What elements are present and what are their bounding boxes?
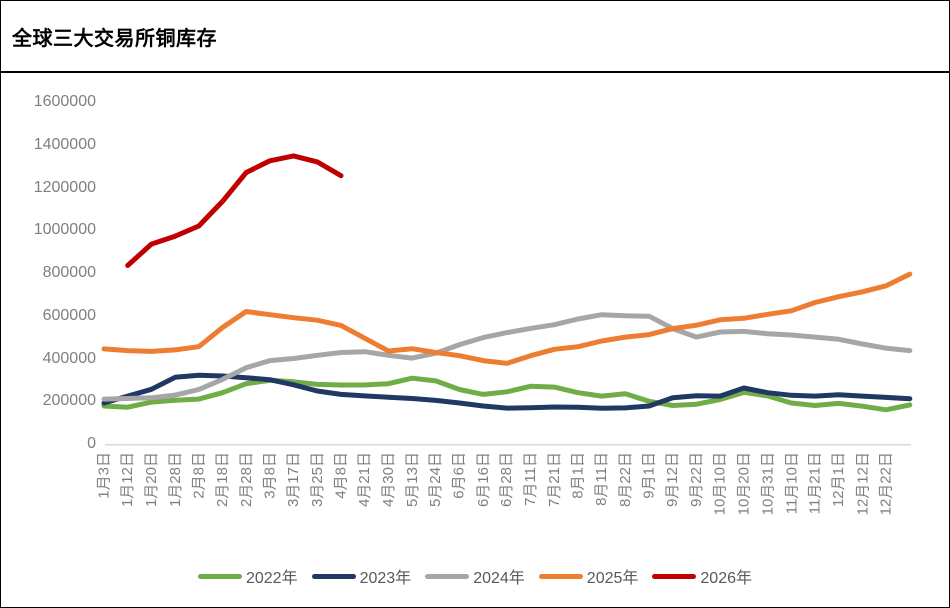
- y-axis-tick-label: 0: [87, 435, 96, 452]
- legend-swatch: [425, 573, 470, 579]
- series-line-2024年: [101, 312, 913, 402]
- x-axis-tick-label: 5月24日: [427, 452, 445, 508]
- legend-item-2026年: 2026年: [652, 564, 752, 588]
- series-line-2022年: [101, 375, 913, 413]
- series-line-2023年: [101, 372, 913, 411]
- chart-title: 全球三大交易所铜库存: [12, 27, 217, 50]
- x-axis-tick-label: 12月1日: [830, 452, 848, 508]
- legend: 2022年 2023年 2024年 2025年 2026年: [1, 564, 949, 588]
- x-axis-tick-label: 10月31日: [759, 452, 777, 516]
- x-axis-tick-label: 2月18日: [214, 452, 231, 508]
- x-axis-tick-label: 8月22日: [616, 452, 634, 508]
- x-axis-tick-label: 6月16日: [474, 452, 492, 508]
- legend-swatch: [197, 573, 242, 579]
- legend-item-2024年: 2024年: [425, 564, 525, 588]
- x-axis-tick-label: 8月11日: [593, 452, 611, 506]
- x-axis-tick-label: 5月13日: [403, 452, 421, 508]
- x-axis-tick-label: 4月21日: [356, 452, 374, 508]
- y-axis-tick-label: 400000: [42, 349, 96, 367]
- legend-swatch: [311, 573, 356, 579]
- legend-item-2025年: 2025年: [538, 564, 639, 588]
- x-axis-tick-label: 7月11日: [522, 452, 540, 506]
- x-axis-tick-label: 12月22日: [877, 452, 895, 516]
- x-axis-tick-label: 9月22日: [688, 452, 705, 508]
- x-axis-tick-label: 9月1日: [640, 452, 658, 499]
- legend-label: 2024年: [473, 570, 525, 587]
- legend-item-2023年: 2023年: [311, 564, 412, 588]
- legend-label: 2026年: [700, 570, 753, 587]
- x-axis-tick-label: 4月30日: [379, 452, 397, 508]
- legend-label: 2025年: [586, 570, 639, 587]
- y-axis-tick-label: 1000000: [33, 221, 96, 239]
- series-line-2025年: [101, 271, 913, 366]
- legend-label: 2022年: [245, 570, 298, 587]
- x-axis-tick-label: 11月21日: [806, 452, 824, 515]
- x-axis-tick-label: 1月28日: [166, 452, 184, 508]
- y-axis-tick-label: 600000: [42, 306, 96, 324]
- x-axis-tick-label: 10月20日: [735, 452, 753, 516]
- series-line-2026年: [125, 153, 344, 268]
- x-axis-tick-label: 1月20日: [142, 452, 160, 508]
- x-axis-tick-label: 3月25日: [308, 452, 326, 508]
- legend-item-2022年: 2022年: [197, 564, 298, 588]
- legend-label: 2023年: [359, 570, 412, 587]
- y-axis-tick-label: 200000: [42, 392, 96, 410]
- x-axis-tick-label: 3月8日: [261, 452, 279, 499]
- title-bar: 全球三大交易所铜库存: [1, 1, 949, 73]
- x-axis-tick-label: 4月8日: [332, 452, 350, 499]
- x-axis-tick-label: 9月12日: [664, 452, 682, 508]
- x-axis-tick-label: 6月6日: [451, 452, 468, 499]
- x-axis-tick-label: 12月12日: [853, 452, 871, 516]
- legend-swatch: [652, 573, 697, 579]
- x-axis-tick-label: 6月28日: [498, 452, 516, 508]
- x-axis-tick-label: 2月28日: [237, 452, 255, 508]
- x-axis-tick-label: 7月21日: [545, 452, 563, 508]
- y-axis-tick-label: 1600000: [33, 93, 96, 110]
- y-axis-tick-label: 1400000: [33, 135, 96, 153]
- x-axis-tick-label: 2月8日: [190, 452, 208, 499]
- legend-swatch: [538, 573, 583, 579]
- x-axis-tick-label: 10月10日: [711, 452, 729, 516]
- y-axis-tick-label: 1200000: [33, 178, 96, 196]
- x-axis-tick-label: 8月1日: [569, 452, 587, 499]
- x-axis-tick-label: 1月3日: [95, 452, 113, 499]
- x-axis-tick-label: 1月12日: [119, 452, 137, 508]
- x-axis-tick-label: 11月10日: [782, 452, 800, 515]
- y-axis-tick-label: 800000: [42, 264, 96, 281]
- x-axis-tick-label: 3月17日: [285, 452, 303, 508]
